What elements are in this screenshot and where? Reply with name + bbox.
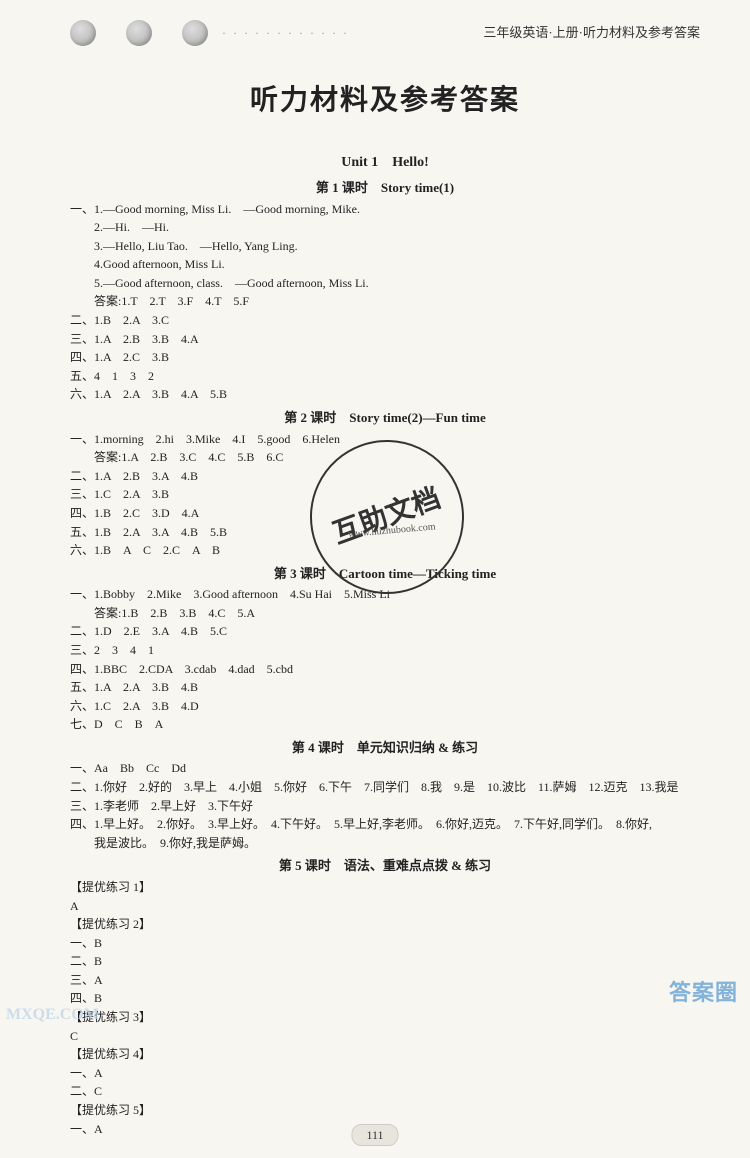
content-line: 5.—Good afternoon, class. —Good afternoo…	[70, 274, 700, 293]
content-line: 二、1.B 2.A 3.C	[70, 311, 700, 330]
content-line: C	[70, 1027, 700, 1046]
content-line: 四、1.BBC 2.CDA 3.cdab 4.dad 5.cbd	[70, 660, 700, 679]
watermark-bottom-left: MXQE.COM	[6, 1006, 99, 1024]
content-line: 五、1.A 2.A 3.B 4.B	[70, 678, 700, 697]
header-orb-icon	[126, 20, 152, 46]
content-line: 七、D C B A	[70, 715, 700, 734]
content-line: 一、Aa Bb Cc Dd	[70, 759, 700, 778]
content-line: 【提优练习 1】	[70, 878, 700, 897]
content-line: 五、1.B 2.A 3.A 4.B 5.B	[70, 523, 700, 542]
lesson-title: 第 3 课时 Cartoon time—Ticking time	[70, 564, 700, 584]
content-line: 【提优练习 2】	[70, 915, 700, 934]
header-orb-icon	[70, 20, 96, 46]
content-line: 三、1.A 2.B 3.B 4.A	[70, 330, 700, 349]
lesson-title: 第 2 课时 Story time(2)—Fun time	[70, 408, 700, 428]
header-divider: · · · · · · · · · · · ·	[208, 24, 463, 42]
content-line: 三、1.C 2.A 3.B	[70, 485, 700, 504]
content-line: 一、1.—Good morning, Miss Li. —Good mornin…	[70, 200, 700, 219]
content-line: 一、B	[70, 934, 700, 953]
content-line: 四、B	[70, 989, 700, 1008]
content-line: 4.Good afternoon, Miss Li.	[70, 255, 700, 274]
page-header: · · · · · · · · · · · · 三年级英语·上册·听力材料及参考…	[70, 20, 700, 50]
content-line: 答案:1.T 2.T 3.F 4.T 5.F	[70, 292, 700, 311]
content-line: 三、1.李老师 2.早上好 3.下午好	[70, 797, 700, 816]
header-orb-icon	[182, 20, 208, 46]
content-line: 三、A	[70, 971, 700, 990]
content-line: 【提优练习 5】	[70, 1101, 700, 1120]
page-content: · · · · · · · · · · · · 三年级英语·上册·听力材料及参考…	[0, 0, 750, 1158]
content-line: 五、4 1 3 2	[70, 367, 700, 386]
content-line: 一、A	[70, 1064, 700, 1083]
content-line: 答案:1.A 2.B 3.C 4.C 5.B 6.C	[70, 448, 700, 467]
content-line: 六、1.B A C 2.C A B	[70, 541, 700, 560]
content-line: 我是波比。 9.你好,我是萨姆。	[70, 834, 700, 853]
content-line: 一、1.morning 2.hi 3.Mike 4.I 5.good 6.Hel…	[70, 430, 700, 449]
content-line: 四、1.早上好。 2.你好。 3.早上好。 4.下午好。 5.早上好,李老师。 …	[70, 815, 700, 834]
watermark-bottom-right: 答案圈	[669, 975, 738, 1007]
header-icons	[70, 20, 208, 46]
content-line: 二、1.A 2.B 3.A 4.B	[70, 467, 700, 486]
content-line: 【提优练习 4】	[70, 1045, 700, 1064]
content-line: 六、1.A 2.A 3.B 4.A 5.B	[70, 385, 700, 404]
content-line: 六、1.C 2.A 3.B 4.D	[70, 697, 700, 716]
content-line: 2.—Hi. —Hi.	[70, 218, 700, 237]
content-line: 3.—Hello, Liu Tao. —Hello, Yang Ling.	[70, 237, 700, 256]
content-line: 四、1.B 2.C 3.D 4.A	[70, 504, 700, 523]
content-line: 答案:1.B 2.B 3.B 4.C 5.A	[70, 604, 700, 623]
content-line: 二、1.D 2.E 3.A 4.B 5.C	[70, 622, 700, 641]
page-number: 111	[351, 1124, 398, 1146]
content-line: 三、2 3 4 1	[70, 641, 700, 660]
content-line: 二、1.你好 2.好的 3.早上 4.小姐 5.你好 6.下午 7.同学们 8.…	[70, 778, 700, 797]
lesson-title: 第 4 课时 单元知识归纳 & 练习	[70, 738, 700, 758]
content-line: A	[70, 897, 700, 916]
content-line: 二、C	[70, 1082, 700, 1101]
content-line: 二、B	[70, 952, 700, 971]
lesson-title: 第 1 课时 Story time(1)	[70, 178, 700, 198]
lesson-title: 第 5 课时 语法、重难点点拨 & 练习	[70, 856, 700, 876]
content-line: 【提优练习 3】	[70, 1008, 700, 1027]
header-breadcrumb: 三年级英语·上册·听力材料及参考答案	[483, 23, 700, 43]
page-title: 听力材料及参考答案	[70, 80, 700, 122]
unit-title: Unit 1 Hello!	[70, 152, 700, 173]
content-line: 四、1.A 2.C 3.B	[70, 348, 700, 367]
content-line: 一、1.Bobby 2.Mike 3.Good afternoon 4.Su H…	[70, 585, 700, 604]
